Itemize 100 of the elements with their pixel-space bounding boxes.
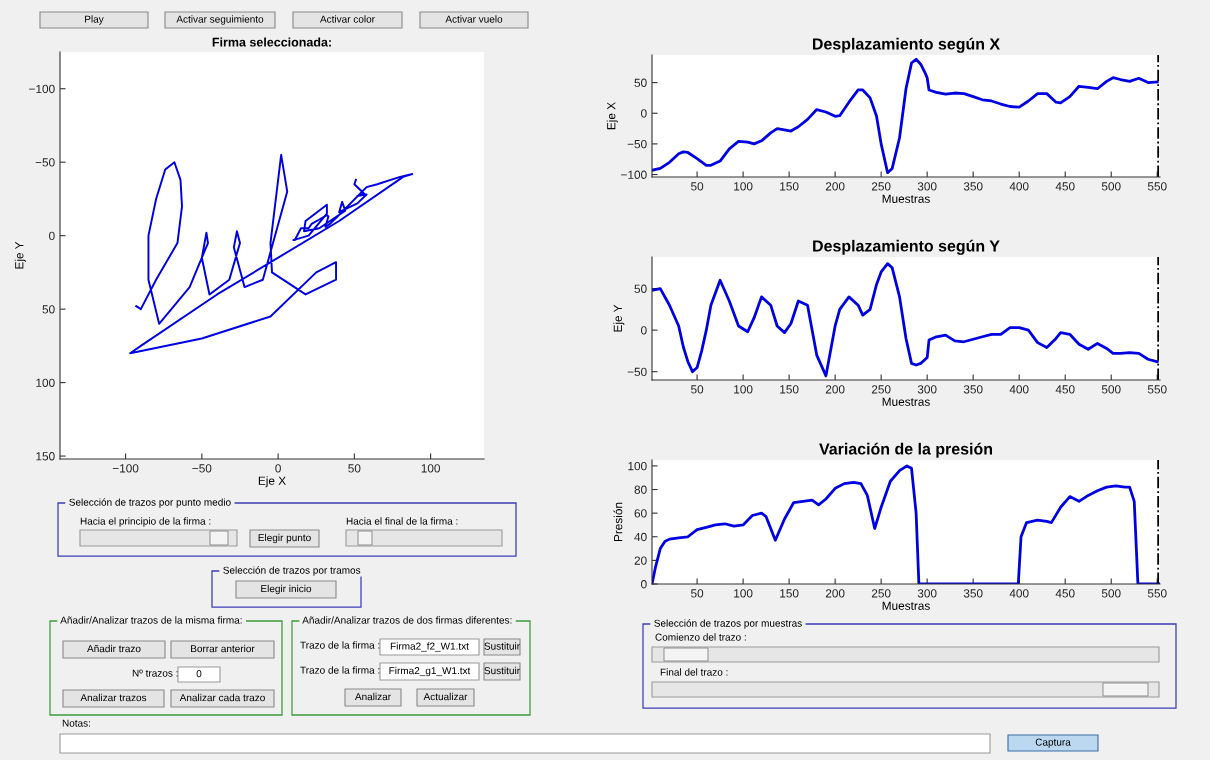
text: Firma2_g1_W1.txt: [389, 666, 471, 677]
y-tick-label: 50: [42, 305, 55, 314]
x-tick-label: 150: [780, 589, 799, 598]
x-tick-label: 200: [825, 385, 845, 394]
text: Añadir/Analizar trazos de dos firmas diferentes:: [302, 616, 512, 624]
text: Elegir punto: [258, 533, 311, 544]
x-tick-label: 100: [734, 385, 753, 394]
text: Comienzo del trazo :: [655, 633, 746, 641]
x-tick-label: 500: [1101, 385, 1121, 394]
y-tick-label: 50: [634, 78, 647, 87]
x-axis-title: Eje X: [258, 476, 286, 488]
text: Añadir/Analizar trazos de la misma firma:: [60, 616, 242, 624]
text: Sustituir: [484, 666, 520, 675]
x-tick-label: 500: [1101, 182, 1121, 191]
text: Nº trazos :: [132, 669, 178, 677]
text: Borrar anterior: [191, 644, 255, 653]
x-tick-label: 150: [780, 182, 799, 191]
y-tick-label: 50: [634, 284, 647, 293]
y-axis-title: Eje Y: [14, 241, 26, 269]
text: Selección de trazos por punto medio: [69, 498, 231, 508]
y-tick-label: −50: [627, 139, 647, 149]
x-tick-label: 450: [1055, 589, 1075, 598]
x-tick-label: 300: [917, 385, 937, 394]
text: Play: [85, 15, 104, 25]
text: Trazo de la firma :: [300, 641, 380, 649]
x-tick-label: 100: [421, 464, 441, 473]
text: Elegir inicio: [261, 584, 312, 595]
text: Activar color: [320, 15, 375, 23]
x-axis-title: Muestras: [882, 194, 930, 203]
chart-title: Firma seleccionada:: [212, 37, 331, 47]
x-tick-label: 250: [871, 589, 891, 598]
x-tick-label: 50: [691, 589, 704, 598]
text: Hacia el principio de la firma :: [80, 517, 211, 527]
x-tick-label: 400: [1009, 182, 1029, 191]
x-tick-label: 400: [1009, 589, 1029, 598]
text: 0: [196, 670, 202, 678]
x-tick-label: 550: [1147, 182, 1167, 191]
x-tick-label: 50: [691, 385, 704, 394]
text: Sustituir: [484, 642, 520, 650]
y-tick-label: 0: [641, 326, 647, 335]
x-tick-label: 400: [1009, 385, 1029, 394]
x-tick-label: 450: [1055, 385, 1075, 394]
x-axis-title: Muestras: [882, 397, 930, 406]
x-tick-label: 550: [1147, 589, 1167, 598]
x-tick-label: 250: [871, 385, 891, 394]
text: Analizar trazos: [80, 693, 147, 702]
x-tick-label: 350: [963, 182, 983, 191]
text: Analizar cada trazo: [179, 693, 265, 702]
x-axis-title: Muestras: [882, 601, 930, 610]
y-axis-title: Eje X: [606, 102, 618, 130]
text: Final del trazo :: [660, 668, 728, 676]
text: Firma2_f2_W1.txt: [390, 642, 469, 652]
line-series: [129, 153, 414, 355]
x-tick-label: 200: [825, 589, 845, 598]
y-tick-label: −50: [35, 158, 55, 167]
y-axis-title: Eje Y: [613, 304, 625, 332]
y-axis-title: Presión: [613, 502, 623, 542]
y-tick-label: 0: [641, 580, 647, 589]
y-tick-label: 100: [36, 378, 55, 387]
chart-title: Variación de la presión: [819, 442, 993, 458]
text: Actualizar: [423, 692, 468, 701]
x-tick-label: 300: [917, 589, 937, 598]
x-tick-label: 350: [963, 385, 983, 394]
text: Añadir trazo: [87, 644, 141, 653]
y-tick-label: −100: [621, 170, 647, 179]
x-tick-label: −100: [112, 464, 139, 473]
x-tick-label: 50: [348, 464, 361, 473]
chart-title: Desplazamiento según X: [812, 37, 1000, 53]
chart-title: Desplazamiento según Y: [813, 239, 1000, 255]
text: Trazo de la firma :: [300, 666, 380, 674]
text: Captura: [1035, 738, 1071, 748]
y-tick-label: 60: [634, 509, 647, 518]
x-tick-label: 0: [275, 464, 281, 473]
text: Selección de trazos por tramos: [223, 566, 361, 576]
x-tick-label: 250: [871, 182, 891, 191]
y-tick-label: 80: [634, 485, 647, 494]
x-tick-label: −50: [192, 464, 212, 473]
x-tick-label: 50: [691, 182, 704, 191]
x-tick-label: 450: [1055, 182, 1075, 191]
y-tick-label: −100: [29, 84, 55, 94]
y-tick-label: 20: [634, 556, 647, 565]
x-tick-label: 550: [1147, 385, 1167, 394]
text: Activar seguimiento: [176, 15, 264, 25]
x-tick-label: 300: [917, 182, 937, 191]
x-tick-label: 200: [825, 182, 845, 191]
text: Notas:: [62, 719, 90, 727]
y-tick-label: 40: [634, 532, 647, 542]
text: Hacia el final de la firma :: [346, 517, 458, 525]
text: Selección de trazos por muestras: [654, 619, 802, 629]
line-series: [652, 57, 1159, 175]
text: Activar vuelo: [445, 15, 503, 23]
y-tick-label: 0: [49, 231, 55, 241]
x-tick-label: 100: [734, 589, 753, 598]
y-tick-label: −50: [627, 367, 647, 377]
x-tick-label: 500: [1101, 589, 1121, 598]
x-tick-label: 150: [780, 385, 799, 394]
y-tick-label: 0: [641, 109, 647, 118]
x-tick-label: 100: [734, 182, 753, 191]
text: Analizar: [354, 692, 391, 701]
y-tick-label: 150: [36, 452, 55, 461]
